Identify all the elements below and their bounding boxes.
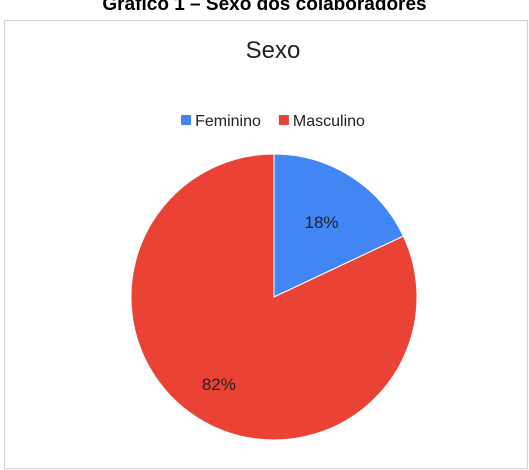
- legend-item-feminino: Feminino: [181, 113, 261, 130]
- legend-swatch-feminino: [181, 115, 192, 125]
- legend-label-masculino: Masculino: [293, 113, 365, 130]
- data-label-masculino: 82%: [202, 375, 236, 394]
- chart-title: Sexo: [246, 37, 301, 64]
- pie-chart: Sexo Feminino Masculino 18% 82%: [130, 37, 418, 441]
- chart-legend: Feminino Masculino: [181, 113, 365, 130]
- chart-frame: Sexo Feminino Masculino 18% 82%: [4, 20, 528, 469]
- legend-label-feminino: Feminino: [195, 113, 261, 130]
- figure-caption: Gráfico 1 – Sexo dos colaboradores: [102, 0, 427, 15]
- pie-slices: [130, 153, 418, 441]
- data-labels: 18% 82%: [202, 213, 339, 394]
- legend-item-masculino: Masculino: [278, 113, 365, 130]
- data-label-feminino: 18%: [304, 213, 338, 232]
- pie-slice-feminino: [273, 153, 405, 298]
- pie-slice-masculino: [130, 153, 418, 441]
- legend-swatch-masculino: [278, 115, 289, 125]
